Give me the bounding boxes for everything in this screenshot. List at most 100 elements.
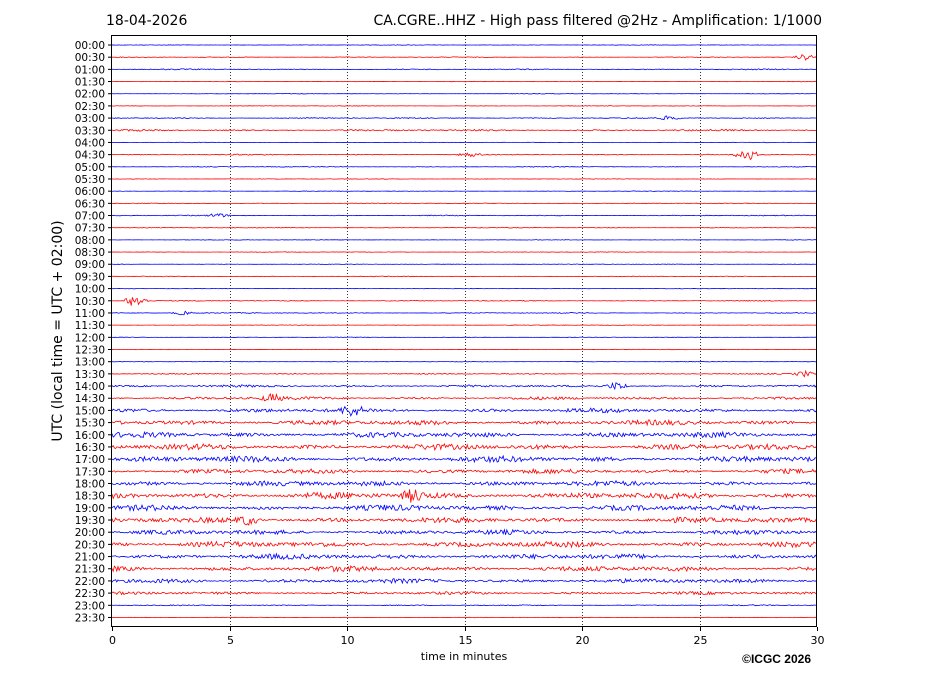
y-tick-label: 23:30 xyxy=(75,612,105,624)
y-tick-label: 15:00 xyxy=(75,405,105,417)
y-tick-label: 09:30 xyxy=(75,271,105,283)
chart-title: CA.CGRE..HHZ - High pass filtered @2Hz -… xyxy=(373,13,822,29)
trace-line xyxy=(111,381,817,391)
trace-line xyxy=(111,190,817,192)
y-tick-label: 20:30 xyxy=(75,539,105,551)
trace-line xyxy=(112,213,817,218)
x-tick-label: 20 xyxy=(576,634,590,647)
trace-line xyxy=(111,418,817,427)
trace-line xyxy=(111,503,817,512)
y-tick-label: 08:30 xyxy=(75,247,105,259)
y-tick-label: 22:00 xyxy=(75,576,105,588)
trace-line xyxy=(111,454,817,464)
trace-line xyxy=(111,540,817,549)
x-axis: 0 5 10 15 20 25 30 xyxy=(109,627,825,647)
y-tick-label: 21:30 xyxy=(75,564,105,576)
trace-line xyxy=(111,393,817,402)
x-tick-label: 15 xyxy=(459,634,473,647)
y-tick-label: 02:30 xyxy=(75,101,105,113)
x-tick-label: 5 xyxy=(227,634,234,647)
trace-line xyxy=(111,115,817,121)
trace-line xyxy=(111,577,817,585)
trace-line xyxy=(111,53,817,61)
x-tick-label: 10 xyxy=(341,634,355,647)
y-tick-label: 06:30 xyxy=(75,198,105,210)
trace-line xyxy=(111,202,817,205)
y-tick-label: 18:30 xyxy=(75,491,105,503)
y-tick-label: 16:00 xyxy=(75,430,105,442)
y-tick-label: 07:30 xyxy=(75,223,105,235)
trace-line xyxy=(111,369,817,378)
y-tick-label: 13:30 xyxy=(75,369,105,381)
y-tick-label: 05:30 xyxy=(75,174,105,186)
trace-line xyxy=(111,128,817,132)
y-tick-label: 03:30 xyxy=(75,125,105,137)
trace-line xyxy=(111,479,817,488)
y-tick-label: 09:00 xyxy=(75,259,105,271)
y-tick-label: 15:30 xyxy=(75,418,105,430)
date-label: 18-04-2026 xyxy=(106,13,187,29)
y-tick-label: 11:30 xyxy=(75,320,105,332)
y-tick-label: 05:00 xyxy=(75,162,105,174)
trace-line xyxy=(111,297,817,306)
vertical-grid xyxy=(230,36,701,627)
y-tick-label: 07:00 xyxy=(75,211,105,223)
y-tick-label: 23:00 xyxy=(75,600,105,612)
trace-line xyxy=(111,141,817,144)
y-tick-label: 21:00 xyxy=(75,552,105,564)
copyright-label: ©ICGC 2026 xyxy=(742,652,811,666)
y-tick-label: 00:00 xyxy=(75,40,105,52)
y-tick-label: 16:30 xyxy=(75,442,105,454)
y-tick-label: 00:30 xyxy=(75,52,105,64)
trace-line xyxy=(111,616,817,619)
y-tick-label: 12:30 xyxy=(75,345,105,357)
y-tick-label: 01:00 xyxy=(75,64,105,76)
y-tick-label: 02:00 xyxy=(75,89,105,101)
trace-line xyxy=(111,528,817,536)
y-tick-label: 11:00 xyxy=(75,308,105,320)
y-tick-label: 12:00 xyxy=(75,332,105,344)
y-axis: 00:0000:3001:0001:3002:0002:3003:0003:30… xyxy=(75,40,112,624)
trace-line xyxy=(111,348,817,351)
y-tick-label: 18:00 xyxy=(75,478,105,490)
plot-frame xyxy=(111,35,817,627)
x-tick-label: 25 xyxy=(694,634,708,647)
trace-line xyxy=(111,552,817,561)
trace-line xyxy=(111,604,817,607)
trace-line xyxy=(111,239,817,241)
y-tick-label: 14:00 xyxy=(75,381,105,393)
trace-line xyxy=(111,150,817,161)
trace-line xyxy=(111,310,817,316)
y-tick-label: 17:00 xyxy=(75,454,105,466)
y-tick-label: 20:00 xyxy=(75,527,105,539)
y-tick-label: 10:00 xyxy=(75,284,105,296)
trace-line xyxy=(111,516,817,526)
trace-line xyxy=(111,93,817,95)
trace-line xyxy=(111,44,817,46)
trace-line xyxy=(111,165,817,168)
trace-line xyxy=(112,226,817,229)
trace-line xyxy=(111,336,817,339)
trace-line xyxy=(111,105,817,107)
y-tick-label: 08:00 xyxy=(75,235,105,247)
y-tick-label: 06:00 xyxy=(75,186,105,198)
x-tick-label: 30 xyxy=(811,634,825,647)
trace-line xyxy=(111,287,817,290)
y-axis-label: UTC (local time = UTC + 02:00) xyxy=(50,220,66,441)
trace-line xyxy=(111,442,817,451)
seismic-traces xyxy=(111,44,817,619)
y-tick-label: 03:00 xyxy=(75,113,105,125)
trace-line xyxy=(111,405,817,417)
trace-line xyxy=(111,263,817,265)
trace-line xyxy=(111,467,817,475)
y-tick-label: 04:00 xyxy=(75,137,105,149)
trace-line xyxy=(111,80,817,83)
y-tick-label: 14:30 xyxy=(75,393,105,405)
x-axis-label: time in minutes xyxy=(421,650,508,663)
trace-line xyxy=(111,430,817,439)
y-tick-label: 19:30 xyxy=(75,515,105,527)
y-tick-label: 01:30 xyxy=(75,77,105,89)
trace-line xyxy=(111,324,817,326)
trace-line xyxy=(111,590,817,596)
